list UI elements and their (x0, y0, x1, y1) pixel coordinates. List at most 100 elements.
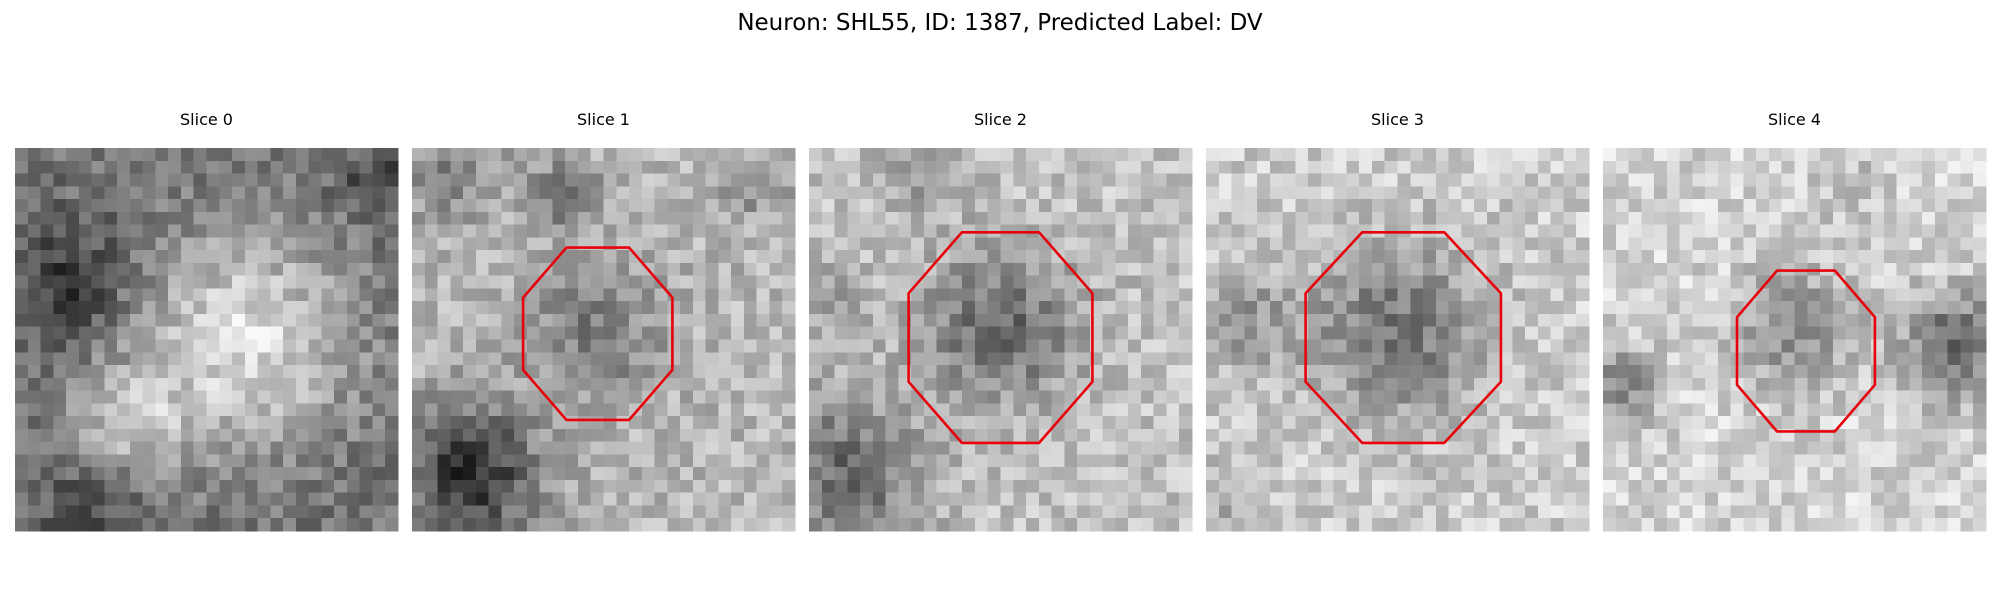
pixel (577, 518, 592, 532)
pixel (1038, 467, 1053, 481)
pixel (782, 416, 796, 430)
pixel (283, 454, 297, 468)
pixel (27, 390, 42, 404)
pixel (936, 211, 950, 226)
pixel (129, 365, 144, 379)
pixel (412, 339, 426, 353)
pixel (1359, 428, 1373, 443)
pixel (565, 224, 579, 238)
pixel (987, 211, 1001, 226)
pixel (1128, 365, 1142, 379)
pixel (424, 492, 439, 506)
pixel (1781, 403, 1795, 417)
pixel (232, 275, 246, 289)
pixel (142, 365, 156, 379)
pixel (78, 365, 93, 379)
pixel (40, 518, 54, 532)
pixel (616, 250, 630, 264)
pixel (1320, 505, 1335, 519)
pixel (1038, 505, 1053, 519)
pixel (1794, 224, 1808, 238)
pixel (809, 326, 823, 340)
pixel (1218, 262, 1233, 277)
pixel (1499, 377, 1513, 392)
pixel (603, 365, 617, 379)
pixel (283, 224, 297, 238)
pixel (1525, 262, 1539, 277)
pixel (654, 365, 668, 379)
pixel (616, 467, 630, 481)
pixel (923, 211, 938, 226)
pixel (872, 390, 887, 404)
pixel (1641, 352, 1655, 366)
pixel (1909, 250, 1923, 264)
pixel (1051, 275, 1065, 289)
pixel (1641, 492, 1655, 506)
pixel (463, 160, 477, 175)
pixel (257, 173, 271, 187)
pixel (1218, 275, 1233, 289)
pixel (1115, 339, 1129, 353)
pixel (283, 288, 297, 302)
pixel (1628, 313, 1642, 328)
pixel (936, 441, 950, 455)
pixel (885, 199, 899, 213)
pixel (974, 199, 989, 213)
pixel (1883, 365, 1898, 379)
pixel (1550, 250, 1564, 264)
pixel (1679, 211, 1693, 226)
pixel (514, 428, 528, 443)
pixel (1525, 224, 1539, 238)
pixel (1820, 224, 1834, 238)
pixel (1128, 505, 1142, 519)
pixel (475, 148, 490, 162)
pixel (692, 250, 707, 264)
pixel (155, 416, 169, 430)
pixel (437, 339, 451, 353)
pixel (219, 441, 233, 455)
pixel (1153, 288, 1167, 302)
pixel (129, 518, 144, 532)
pixel (1858, 288, 1872, 302)
pixel (1628, 492, 1642, 506)
pixel (1295, 390, 1309, 404)
pixel (1410, 377, 1424, 392)
pixel (1654, 160, 1668, 175)
pixel (437, 492, 451, 506)
pixel (1615, 262, 1630, 277)
pixel (193, 160, 207, 175)
pixel (219, 199, 233, 213)
pixel (1499, 148, 1513, 162)
pixel (1231, 441, 1245, 455)
pixel (1115, 518, 1129, 532)
pixel (1641, 505, 1655, 519)
pixel (731, 301, 745, 315)
pixel (53, 467, 67, 481)
pixel (1231, 505, 1245, 519)
pixel (1102, 301, 1116, 315)
pixel (15, 467, 29, 481)
pixel (1153, 224, 1167, 238)
pixel (295, 479, 310, 494)
pixel (1666, 416, 1681, 430)
pixel (104, 518, 118, 532)
pixel (782, 479, 796, 494)
pixel (1705, 250, 1719, 264)
pixel (552, 454, 566, 468)
pixel (142, 505, 156, 519)
pixel (437, 275, 451, 289)
pixel (885, 518, 899, 532)
pixel (501, 416, 515, 430)
pixel (206, 428, 220, 443)
pixel (629, 262, 643, 277)
pixel (1359, 326, 1373, 340)
pixel (1537, 173, 1552, 187)
pixel (1576, 505, 1590, 519)
pixel (641, 441, 656, 455)
pixel (1308, 160, 1322, 175)
pixel (590, 224, 604, 238)
pixel (40, 186, 54, 200)
pixel (219, 224, 233, 238)
pixel (1550, 377, 1564, 392)
pixel (1371, 275, 1386, 289)
